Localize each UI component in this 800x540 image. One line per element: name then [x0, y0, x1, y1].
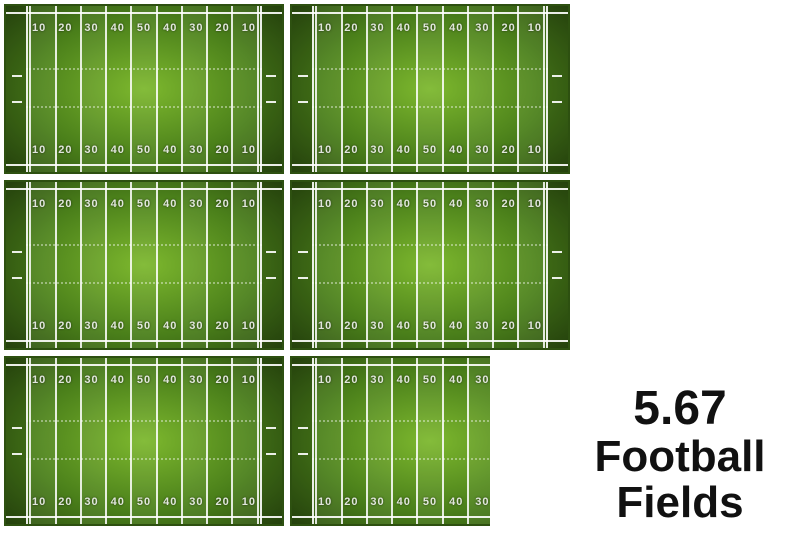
field-grid: 102030405040302010102030405040302010 102… — [4, 4, 570, 526]
label-word-2: Fields — [616, 480, 743, 526]
football-field: 102030405040302010102030405040302010 — [4, 4, 284, 174]
label-value: 5.67 — [633, 384, 726, 434]
label-word-1: Football — [594, 434, 765, 480]
football-field: 102030405040302010102030405040302010 — [290, 4, 570, 174]
label-box: 5.67 Football Fields — [560, 370, 800, 540]
football-field: 102030405040302010102030405040302010 — [4, 356, 284, 526]
football-field-partial: 102030405040302010102030405040302010 — [290, 356, 570, 526]
football-field: 102030405040302010102030405040302010 — [290, 180, 570, 350]
football-field: 102030405040302010102030405040302010 — [4, 180, 284, 350]
